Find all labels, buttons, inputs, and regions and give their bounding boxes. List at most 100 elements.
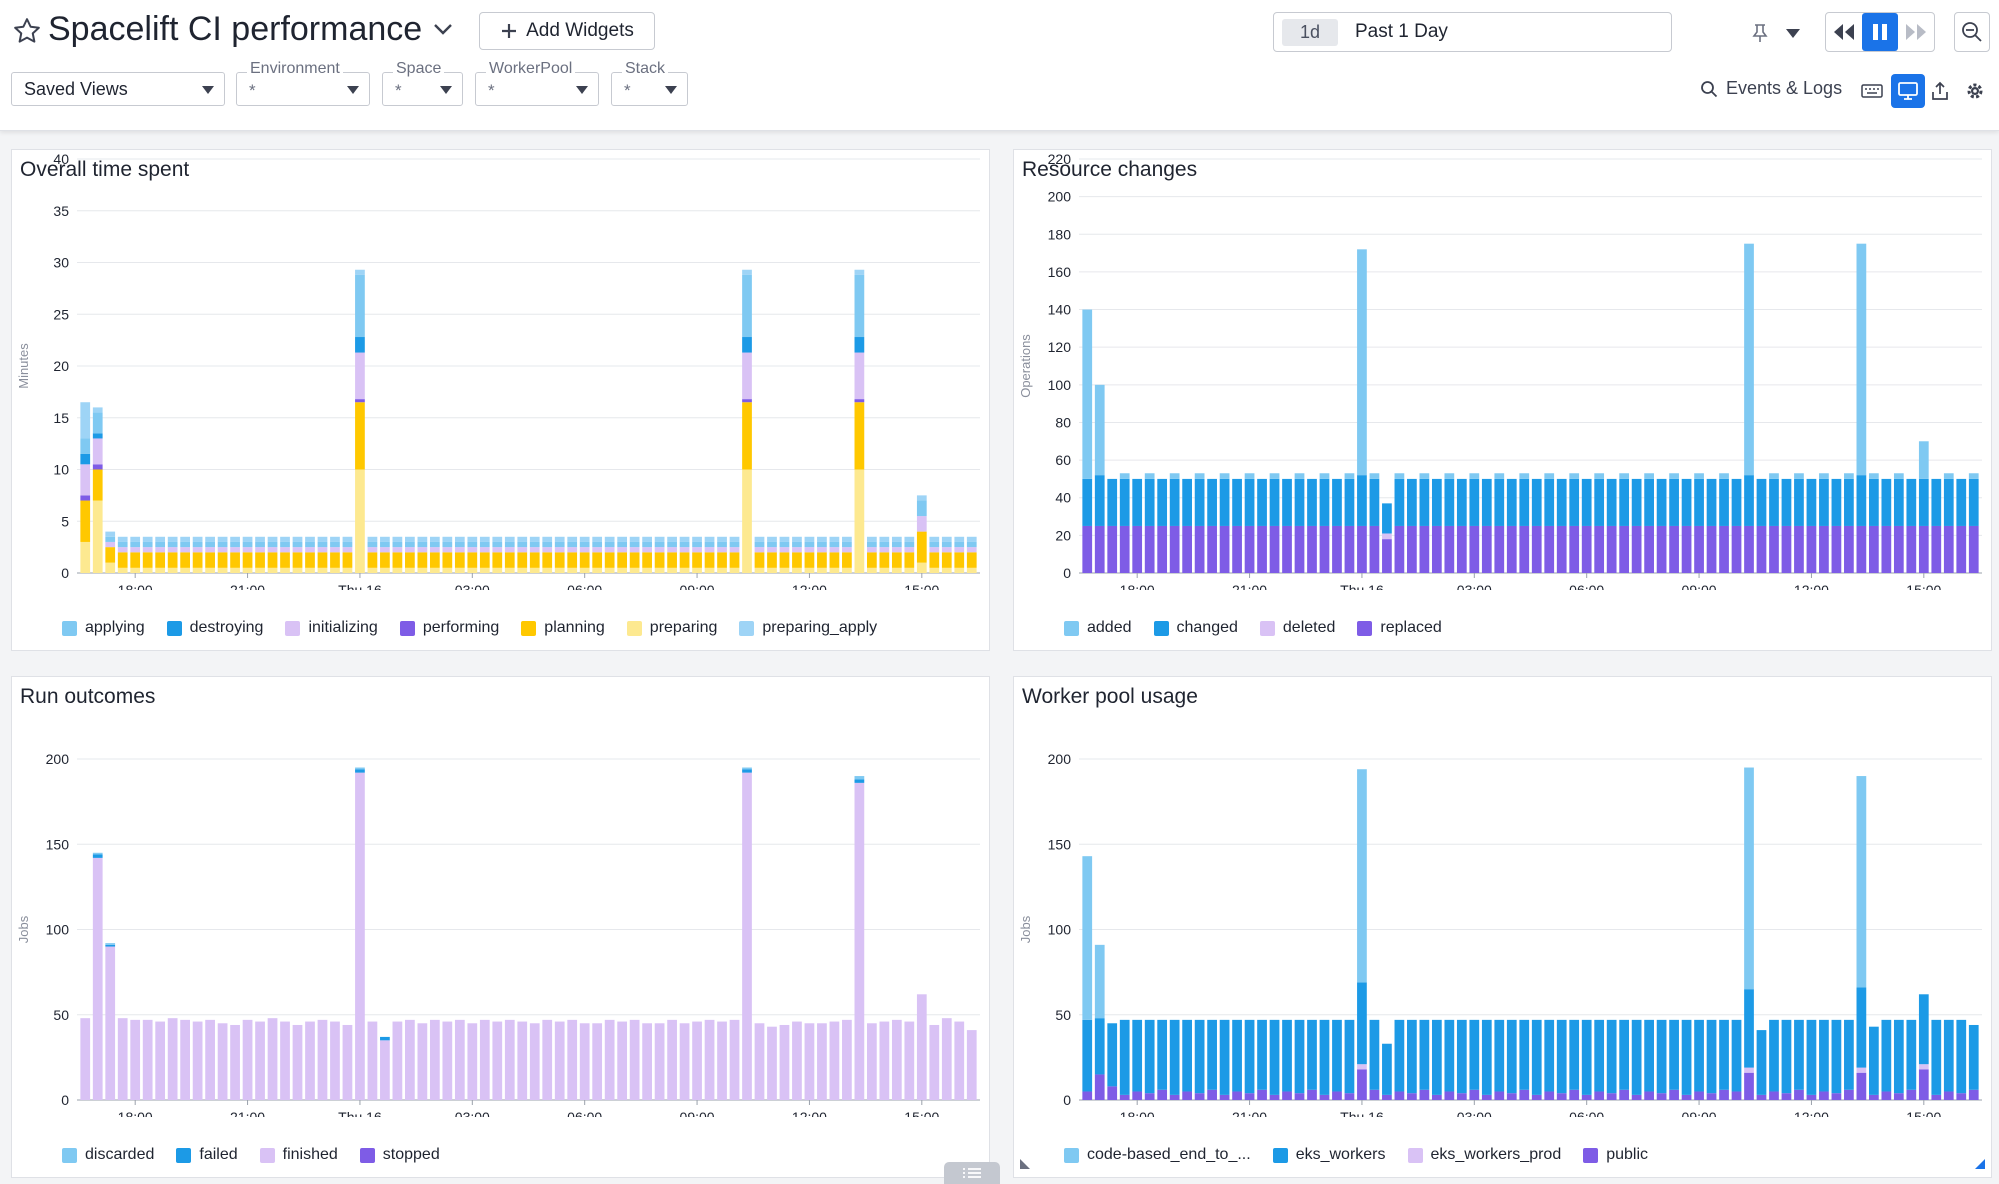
bar-segment [754,547,765,553]
bar-segment [1956,1093,1967,1100]
caret-down-icon[interactable] [1785,27,1801,39]
legend-item[interactable]: initializing [285,619,378,637]
legend-item[interactable]: preparing [626,619,717,637]
bar-segment [267,541,278,548]
bar-segment [1819,478,1829,526]
legend-item[interactable]: eks_workers_prod [1407,1146,1561,1164]
bar-segment [92,407,103,413]
bar-segment [267,567,278,573]
legend-item[interactable]: planning [521,619,605,637]
legend-label: stopped [382,1146,440,1163]
tv-mode-button[interactable] [1891,74,1925,108]
bar-segment [804,567,815,573]
legend-item[interactable]: added [1064,619,1132,637]
bar-segment [1269,525,1280,573]
bar-segment [1244,1093,1255,1100]
bar-segment [92,857,103,1100]
bar-segment [80,495,91,501]
bar-segment [904,1021,915,1100]
filter-stack[interactable]: Stack * [611,60,688,106]
legend-item[interactable]: eks_workers [1272,1146,1386,1164]
legend-item[interactable]: replaced [1357,619,1442,637]
x-tick-label: 12:00 [792,582,827,590]
events-logs-button[interactable]: Events & Logs [1700,78,1842,99]
bar-segment [117,567,128,573]
bar-segment [916,531,927,563]
bar-segment [1531,525,1542,573]
filter-workerpool[interactable]: WorkerPool * [475,60,599,106]
bar-segment [1094,1074,1105,1100]
bar-segment [817,541,827,548]
bar-segment [1706,1019,1717,1094]
star-icon[interactable] [12,16,42,46]
bar-segment [130,552,141,568]
bar-segment [305,547,315,553]
legend-swatch [739,620,755,636]
bar-segment [1369,1019,1380,1090]
bar-segment [1769,473,1779,479]
bar-segment [1868,1094,1879,1100]
bar-segment [916,516,927,532]
chevron-down-icon[interactable] [432,22,454,36]
filter-environment[interactable]: Environment * [236,60,370,106]
bar-segment [1144,478,1155,526]
legend-item[interactable]: applying [62,619,145,637]
bar-segment [1494,473,1505,479]
settings-button[interactable] [1960,76,1990,106]
drag-handle[interactable] [944,1162,1000,1184]
bar-segment [1481,1094,1492,1100]
legend-item[interactable]: failed [176,1146,238,1164]
filter-space[interactable]: Space * [382,60,463,106]
bar-segment [1619,473,1630,479]
resize-icon[interactable] [1973,1157,1987,1171]
bar-segment [592,552,603,568]
legend-item[interactable]: public [1583,1146,1648,1164]
bar-segment [1781,1093,1792,1100]
legend-item[interactable]: stopped [359,1146,440,1164]
share-button[interactable] [1925,76,1955,106]
bar-segment [130,536,141,542]
bar-segment [417,1023,428,1100]
legend-item[interactable]: code-based_end_to_... [1064,1146,1251,1164]
pause-button[interactable] [1862,13,1898,51]
legend-item[interactable]: deleted [1259,619,1335,637]
legend-label: discarded [85,1146,155,1163]
bar-segment [1294,473,1305,479]
bar-segment [80,438,91,454]
keyboard-button[interactable] [1857,76,1887,106]
bar-segment [367,547,378,553]
pin-icon[interactable] [1751,23,1769,43]
bar-segment [629,1019,640,1100]
bar-segment [1407,525,1417,573]
bar-segment [1719,473,1729,479]
legend-item[interactable]: performing [399,619,499,637]
resize-icon[interactable] [1018,1157,1032,1171]
filter-workerpool-value: * [488,81,495,100]
zoom-out-button[interactable] [1954,12,1990,52]
bar-segment [1794,525,1804,573]
y-tick-label: 40 [1055,490,1071,506]
bar-segment [1731,1019,1742,1092]
y-tick-label: 180 [1048,226,1072,242]
bar-segment [1731,1091,1742,1100]
bar-segment [105,536,116,542]
legend-item[interactable]: finished [259,1146,338,1164]
legend-item[interactable]: discarded [62,1146,154,1164]
bar-segment [405,552,415,568]
bar-segment [1407,1019,1417,1094]
bar-segment [1681,525,1692,573]
bar-segment [392,547,403,553]
pause-icon [1873,24,1887,40]
legend-label: public [1606,1146,1649,1163]
add-widgets-button[interactable]: Add Widgets [479,12,655,50]
legend-item[interactable]: preparing_apply [739,619,877,637]
legend-item[interactable]: destroying [166,619,263,637]
bar-segment [1606,1019,1617,1094]
bar-segment [1419,1019,1430,1090]
legend-item[interactable]: changed [1153,619,1238,637]
fast-forward-button[interactable] [1898,13,1934,51]
time-range-picker[interactable]: 1d Past 1 Day [1273,12,1800,52]
bar-segment [567,536,578,542]
saved-views-dropdown[interactable]: Saved Views [11,72,225,106]
rewind-button[interactable] [1826,13,1862,51]
